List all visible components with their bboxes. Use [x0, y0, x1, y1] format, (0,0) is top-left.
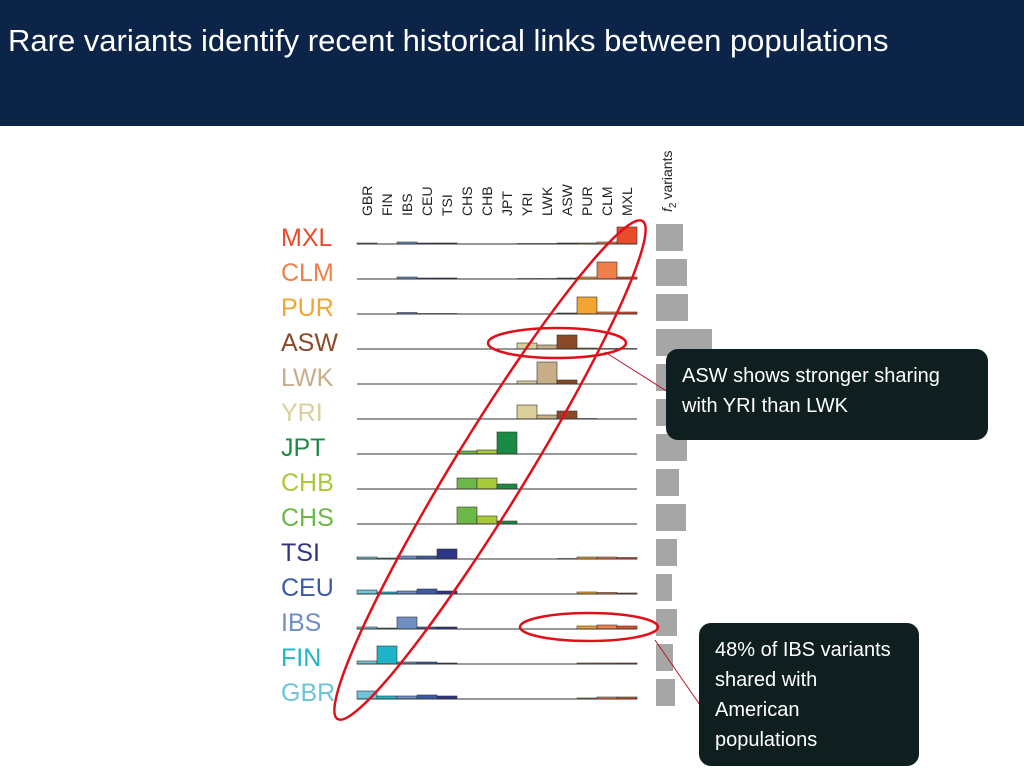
column-label: GBR	[359, 186, 375, 216]
f2-label: f2 variants	[659, 151, 679, 212]
f2-bar	[656, 294, 688, 321]
f2-label-rest: variants	[659, 151, 675, 200]
bar	[396, 616, 418, 630]
f2-bar	[656, 504, 686, 531]
column-label: TSI	[439, 194, 455, 216]
highlight-ellipse	[333, 219, 647, 721]
column-label: PUR	[579, 186, 595, 216]
bar	[596, 624, 618, 630]
f2-bar	[656, 609, 677, 636]
bar	[476, 449, 498, 455]
row-label: CLM	[281, 259, 334, 287]
column-label: IBS	[399, 193, 415, 216]
row-label: LWK	[281, 364, 334, 392]
column-label: CHS	[459, 186, 475, 216]
bar	[596, 261, 618, 280]
f2-bar	[656, 224, 683, 251]
row-label: CHB	[281, 469, 334, 497]
f2-label-f: f	[659, 206, 675, 212]
bar	[456, 506, 478, 525]
callout: 48% of IBS variants shared with American…	[699, 623, 919, 766]
row-label: FIN	[281, 644, 321, 672]
column-label: ASW	[559, 183, 575, 216]
bar	[456, 477, 478, 490]
f2-bar	[656, 574, 672, 601]
column-label: CHB	[479, 186, 495, 216]
column-label: LWK	[539, 186, 555, 216]
bar	[356, 589, 378, 595]
bar	[496, 431, 518, 455]
bar	[576, 296, 598, 315]
f2-bar	[656, 539, 677, 566]
highlight-ellipse	[486, 326, 628, 360]
f2-bar	[656, 469, 679, 496]
bar	[476, 515, 498, 525]
f2-bar	[656, 679, 675, 706]
f2-bar	[656, 259, 687, 286]
bar	[536, 344, 558, 350]
f2-label-sub: 2	[668, 202, 679, 208]
bar	[556, 334, 578, 350]
bar	[376, 645, 398, 665]
bar	[436, 548, 458, 560]
bar	[556, 379, 578, 385]
bar	[536, 361, 558, 385]
column-label: CLM	[599, 186, 615, 216]
row-label: GBR	[281, 679, 335, 707]
row-label: IBS	[281, 609, 321, 637]
bar	[616, 226, 638, 245]
connector	[604, 351, 669, 393]
column-label: CEU	[419, 186, 435, 216]
bar	[516, 404, 538, 420]
bar	[476, 477, 498, 490]
bar	[496, 483, 518, 490]
column-label: JPT	[499, 191, 515, 216]
row-label: TSI	[281, 539, 320, 567]
row-label: PUR	[281, 294, 334, 322]
bar	[416, 588, 438, 595]
callout: ASW shows stronger sharing with YRI than…	[666, 349, 988, 440]
connector	[654, 639, 701, 706]
column-label: MXL	[619, 187, 635, 216]
f2-bar	[656, 644, 673, 671]
row-label: MXL	[281, 224, 333, 252]
row-label: ASW	[281, 329, 338, 357]
slide-title: Rare variants identify recent historical…	[8, 23, 889, 58]
bar	[536, 414, 558, 420]
row-label: JPT	[281, 434, 325, 462]
row-label: CHS	[281, 504, 334, 532]
highlight-ellipse	[518, 611, 660, 643]
bar	[416, 694, 438, 700]
column-label: FIN	[379, 193, 395, 216]
title-bar: Rare variants identify recent historical…	[0, 0, 1024, 126]
column-label: YRI	[519, 193, 535, 216]
row-label: CEU	[281, 574, 334, 602]
row-label: YRI	[281, 399, 323, 427]
